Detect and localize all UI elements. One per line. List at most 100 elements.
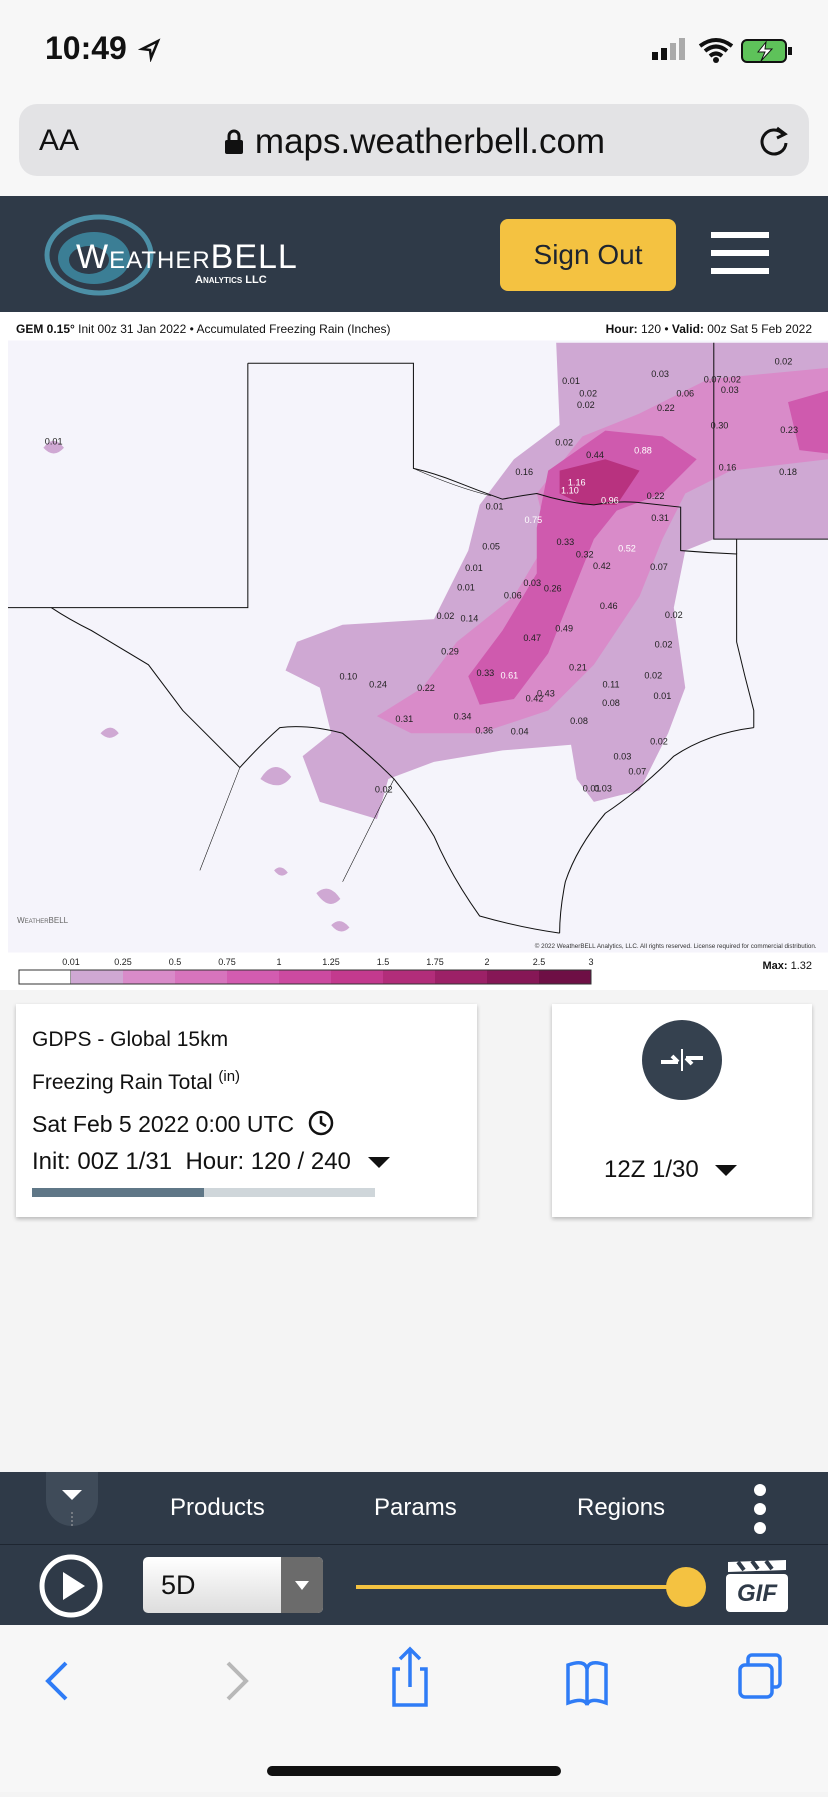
legend-tick-label: 1.75	[426, 957, 444, 967]
progress-fill	[32, 1188, 204, 1197]
collapse-button[interactable]	[46, 1472, 98, 1526]
text-size-button[interactable]: AA	[39, 124, 80, 157]
status-icons	[652, 38, 792, 63]
init-hour[interactable]: Init: 00Z 1/31 Hour: 120 / 240	[32, 1148, 390, 1176]
home-indicator	[267, 1766, 561, 1776]
map-value-label: 0.02	[437, 611, 455, 621]
share[interactable]	[392, 1646, 428, 1707]
nav-tab[interactable]: Params	[374, 1494, 457, 1521]
nav-tab[interactable]: Regions	[577, 1494, 666, 1521]
map-value-label: 0.03	[523, 578, 541, 588]
init: Init: 00Z 1/31	[32, 1148, 173, 1175]
map-value-label: 0.01	[465, 563, 483, 573]
map-value-label: 0.42	[593, 561, 611, 571]
map-value-label: 0.05	[482, 541, 500, 551]
tabs[interactable]	[738, 1653, 782, 1699]
dropdown-caret	[367, 1157, 390, 1168]
legend-tick-label: 0.01	[62, 957, 80, 967]
site-header: WeatherBELL Analytics LLC Sign Out	[0, 196, 828, 312]
map-value-label: 0.03	[721, 385, 739, 395]
url-text: maps.weatherbell.com	[254, 122, 606, 161]
map-value-label: 0.06	[504, 591, 522, 601]
map-value-label: 0.33	[476, 668, 494, 678]
map-value-label: 0.01	[486, 501, 504, 511]
compare-button[interactable]	[641, 1019, 723, 1101]
map-value-label: 0.88	[634, 445, 652, 455]
model-name[interactable]: GDPS - Global 15km	[32, 1028, 229, 1051]
url[interactable]: maps.weatherbell.com	[19, 122, 809, 162]
sign-out-button[interactable]: Sign Out	[500, 219, 676, 291]
forward[interactable]	[226, 1661, 249, 1701]
logo[interactable]: WeatherBELL	[76, 238, 298, 276]
logo-subtitle: Analytics LLC	[195, 274, 267, 286]
back[interactable]	[45, 1661, 68, 1701]
run: 12Z 1/30	[604, 1156, 699, 1183]
map-value-label: 0.26	[544, 584, 562, 594]
map-value-label: 0.03	[651, 369, 669, 379]
max-label: Max:	[762, 960, 788, 972]
valid: Sat Feb 5 2022 0:00 UTC	[32, 1111, 295, 1137]
map-value-label: 0.11	[602, 680, 619, 690]
map-value-label: 0.03	[614, 752, 632, 762]
reload[interactable]	[757, 124, 791, 158]
precip-area	[376, 367, 828, 734]
time-slider[interactable]	[350, 1565, 710, 1609]
map-value-label: 0.16	[719, 463, 737, 473]
play-button[interactable]	[38, 1553, 104, 1619]
map-value-label: 0.96	[601, 496, 619, 506]
map-value-label: 0.31	[651, 513, 669, 523]
browser-chrome: 10:49 AA maps.weatherbell.com	[0, 0, 828, 196]
hour: Hour: 120 / 240	[185, 1148, 351, 1175]
map-value-label: 1.10	[561, 485, 579, 495]
map-value-label: 0.47	[523, 633, 541, 643]
map-value-label: 0.02	[665, 610, 683, 620]
param-name[interactable]: Freezing Rain Total (in)	[32, 1068, 240, 1095]
map-value-label: 0.31	[395, 714, 413, 724]
unit: (in)	[218, 1068, 241, 1085]
legend-tick-label: 3	[588, 957, 593, 967]
address-bar[interactable]: AA maps.weatherbell.com	[19, 104, 809, 176]
map-value-label: 0.02	[555, 437, 573, 447]
copyright: © 2022 WeatherBELL Analytics, LLC. All r…	[535, 942, 817, 950]
gif-button[interactable]: GIF	[724, 1558, 790, 1614]
map-value-label: 0.44	[586, 450, 604, 460]
map[interactable]: 0.010.020.020.030.060.220.07 0.020.030.02…	[8, 340, 828, 953]
map-value-label: 0.02	[650, 737, 668, 747]
map-value-label: 0.01	[45, 436, 63, 446]
lock-icon	[224, 129, 243, 154]
bookmarks[interactable]	[566, 1661, 608, 1706]
nav-tab[interactable]: Products	[170, 1494, 265, 1521]
model-card: GDPS - Global 15km Freezing Rain Total (…	[16, 1004, 477, 1217]
valid-label: Valid:	[671, 322, 704, 336]
more-button[interactable]	[748, 1482, 772, 1536]
valid-time[interactable]: Sat Feb 5 2022 0:00 UTC	[32, 1109, 335, 1138]
run-select[interactable]: 12Z 1/30	[604, 1156, 738, 1184]
map-header-right: Hour: 120 • Valid: 00z Sat 5 Feb 2022	[606, 322, 812, 336]
map-value-label: 0.01	[654, 691, 672, 701]
map-value-label: 0.02	[775, 356, 793, 366]
menu-button[interactable]	[711, 232, 771, 276]
map-value-label: 0.36	[475, 725, 493, 735]
legend-swatch	[18, 969, 72, 985]
map-description: Init 00z 31 Jan 2022 • Accumulated Freez…	[78, 322, 391, 336]
range-select[interactable]: 5D	[143, 1557, 323, 1613]
location-arrow	[138, 38, 161, 62]
legend-tick-label: 0.75	[218, 957, 236, 967]
gif-label: GIF	[737, 1580, 777, 1607]
logo-swirl	[44, 214, 154, 296]
map-value-label: 0.04	[511, 726, 529, 736]
map-value-label: 0.16	[515, 467, 533, 477]
legend-tick-label: 2	[484, 957, 489, 967]
map-value-label: 0.29	[441, 646, 459, 656]
map-value-label: 0.75	[524, 515, 542, 525]
map-value-label: 0.08	[570, 716, 588, 726]
map-value-label: 0.02	[644, 670, 662, 680]
run-card: 12Z 1/30	[552, 1004, 812, 1217]
map-value-label: 0.02	[579, 388, 597, 398]
map-header-left: GEM 0.15° Init 00z 31 Jan 2022 • Accumul…	[16, 322, 391, 336]
map-model: GEM 0.15°	[16, 322, 75, 336]
map-value-label: 0.14	[461, 613, 479, 623]
map-value-label: 0.01	[583, 784, 601, 794]
gif-icon	[726, 1559, 788, 1612]
